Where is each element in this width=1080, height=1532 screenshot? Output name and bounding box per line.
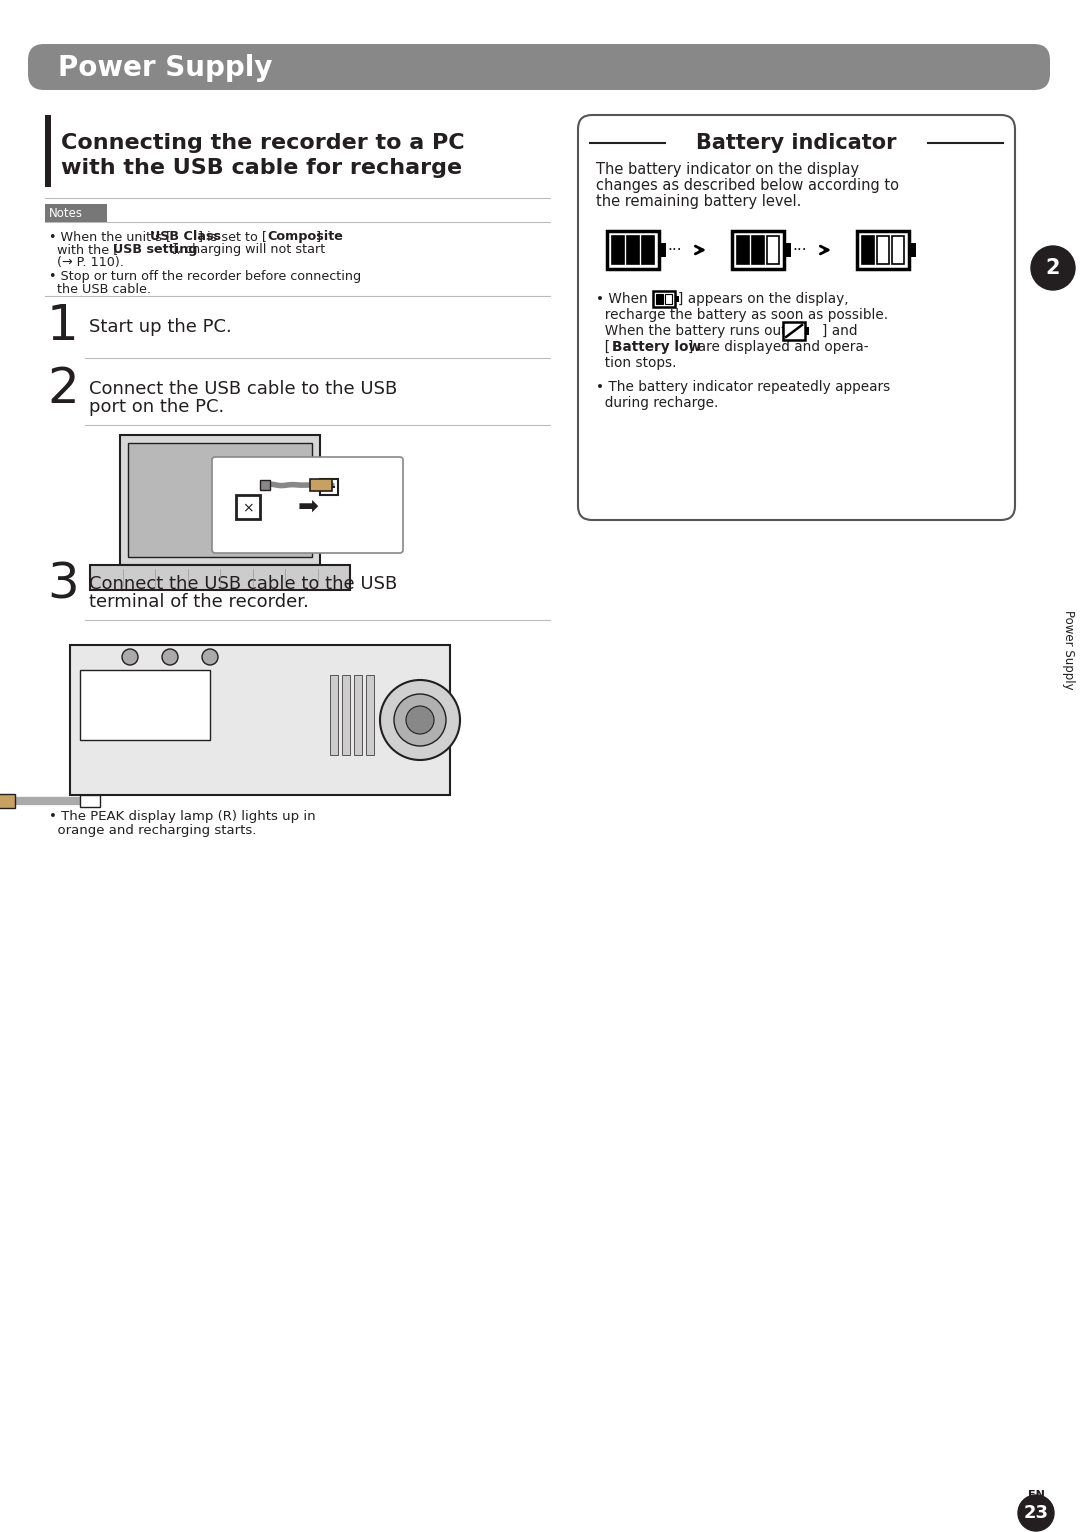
Text: Connect the USB cable to the USB: Connect the USB cable to the USB: [89, 574, 397, 593]
Bar: [129, 443, 312, 558]
Bar: [675, 296, 679, 302]
Text: ] is set to [: ] is set to [: [199, 230, 268, 244]
Text: with the [: with the [: [49, 244, 118, 256]
Text: • Stop or turn off the recorder before connecting: • Stop or turn off the recorder before c…: [49, 270, 361, 283]
Text: • When [: • When [: [596, 293, 658, 306]
Text: 2: 2: [48, 365, 79, 414]
Circle shape: [406, 706, 434, 734]
Bar: [320, 480, 338, 495]
Bar: [892, 236, 904, 264]
Circle shape: [122, 650, 138, 665]
Text: (→ P. 110).: (→ P. 110).: [49, 256, 124, 270]
FancyBboxPatch shape: [28, 44, 1050, 90]
Bar: [354, 676, 362, 755]
Circle shape: [380, 680, 460, 760]
Text: changes as described below according to: changes as described below according to: [596, 178, 899, 193]
Bar: [656, 294, 663, 303]
Circle shape: [202, 650, 218, 665]
Bar: [80, 795, 100, 807]
Text: ]: ]: [315, 230, 321, 244]
Circle shape: [394, 694, 446, 746]
Bar: [783, 322, 805, 340]
Text: ···: ···: [667, 242, 681, 257]
Text: Power Supply: Power Supply: [58, 54, 272, 83]
Text: [: [: [596, 340, 610, 354]
Text: recharge the battery as soon as possible.: recharge the battery as soon as possible…: [596, 308, 888, 322]
Text: USB Class: USB Class: [150, 230, 221, 244]
Text: When the battery runs out, [: When the battery runs out, [: [596, 323, 800, 339]
Text: the USB cable.: the USB cable.: [49, 283, 151, 296]
Text: EN: EN: [1027, 1491, 1044, 1500]
Bar: [612, 236, 624, 264]
Bar: [80, 669, 210, 740]
Bar: [862, 236, 874, 264]
Bar: [90, 565, 350, 590]
Text: Start up the PC.: Start up the PC.: [89, 319, 232, 336]
Text: ➡: ➡: [297, 495, 319, 519]
Text: ···: ···: [792, 242, 807, 257]
Text: port on the PC.: port on the PC.: [89, 398, 225, 417]
Bar: [665, 294, 672, 303]
Text: 3: 3: [48, 561, 79, 608]
FancyBboxPatch shape: [732, 231, 784, 270]
Bar: [737, 236, 750, 264]
Text: during recharge.: during recharge.: [596, 395, 718, 411]
Bar: [877, 236, 889, 264]
Text: The battery indicator on the display: The battery indicator on the display: [596, 162, 859, 178]
Bar: [642, 236, 654, 264]
Text: Connecting the recorder to a PC: Connecting the recorder to a PC: [60, 133, 464, 153]
Text: tion stops.: tion stops.: [596, 355, 676, 371]
FancyBboxPatch shape: [858, 231, 909, 270]
Bar: [342, 676, 350, 755]
Text: Battery low: Battery low: [612, 340, 701, 354]
Bar: [45, 115, 51, 187]
Text: ], charging will not start: ], charging will not start: [172, 244, 325, 256]
Text: 23: 23: [1024, 1504, 1049, 1521]
Text: ] and: ] and: [822, 323, 858, 339]
Text: • When the unit’s [: • When the unit’s [: [49, 230, 171, 244]
Text: Connect the USB cable to the USB: Connect the USB cable to the USB: [89, 380, 397, 398]
Text: 1: 1: [48, 302, 79, 349]
Text: • The battery indicator repeatedly appears: • The battery indicator repeatedly appea…: [596, 380, 890, 394]
Bar: [784, 242, 791, 257]
Circle shape: [1031, 247, 1075, 290]
Bar: [805, 326, 809, 336]
Text: Battery indicator: Battery indicator: [696, 133, 896, 153]
Circle shape: [162, 650, 178, 665]
Bar: [767, 236, 779, 264]
Text: terminal of the recorder.: terminal of the recorder.: [89, 593, 309, 611]
FancyBboxPatch shape: [212, 457, 403, 553]
Bar: [659, 242, 666, 257]
Bar: [653, 291, 675, 306]
Text: orange and recharging starts.: orange and recharging starts.: [49, 824, 256, 836]
FancyBboxPatch shape: [578, 115, 1015, 519]
Text: 2: 2: [1045, 257, 1061, 277]
Bar: [752, 236, 764, 264]
Text: the remaining battery level.: the remaining battery level.: [596, 195, 801, 208]
Bar: [330, 676, 338, 755]
Circle shape: [1018, 1495, 1054, 1530]
Text: ⨯: ⨯: [242, 499, 254, 515]
FancyBboxPatch shape: [607, 231, 659, 270]
Text: ] appears on the display,: ] appears on the display,: [678, 293, 849, 306]
Text: ] are displayed and opera-: ] are displayed and opera-: [688, 340, 868, 354]
Bar: [260, 480, 270, 490]
Bar: [120, 435, 320, 565]
Text: USB setting: USB setting: [113, 244, 198, 256]
Text: Composite: Composite: [268, 230, 343, 244]
Bar: [0, 794, 15, 807]
Bar: [909, 242, 916, 257]
Bar: [45, 204, 107, 222]
Bar: [627, 236, 639, 264]
Text: Notes: Notes: [49, 207, 83, 219]
Text: with the USB cable for recharge: with the USB cable for recharge: [60, 158, 462, 178]
Text: • The PEAK display lamp (R) lights up in: • The PEAK display lamp (R) lights up in: [49, 810, 315, 823]
Bar: [70, 645, 450, 795]
Bar: [366, 676, 374, 755]
Bar: [237, 495, 260, 519]
Text: Power Supply: Power Supply: [1062, 610, 1075, 689]
Bar: [310, 480, 332, 490]
